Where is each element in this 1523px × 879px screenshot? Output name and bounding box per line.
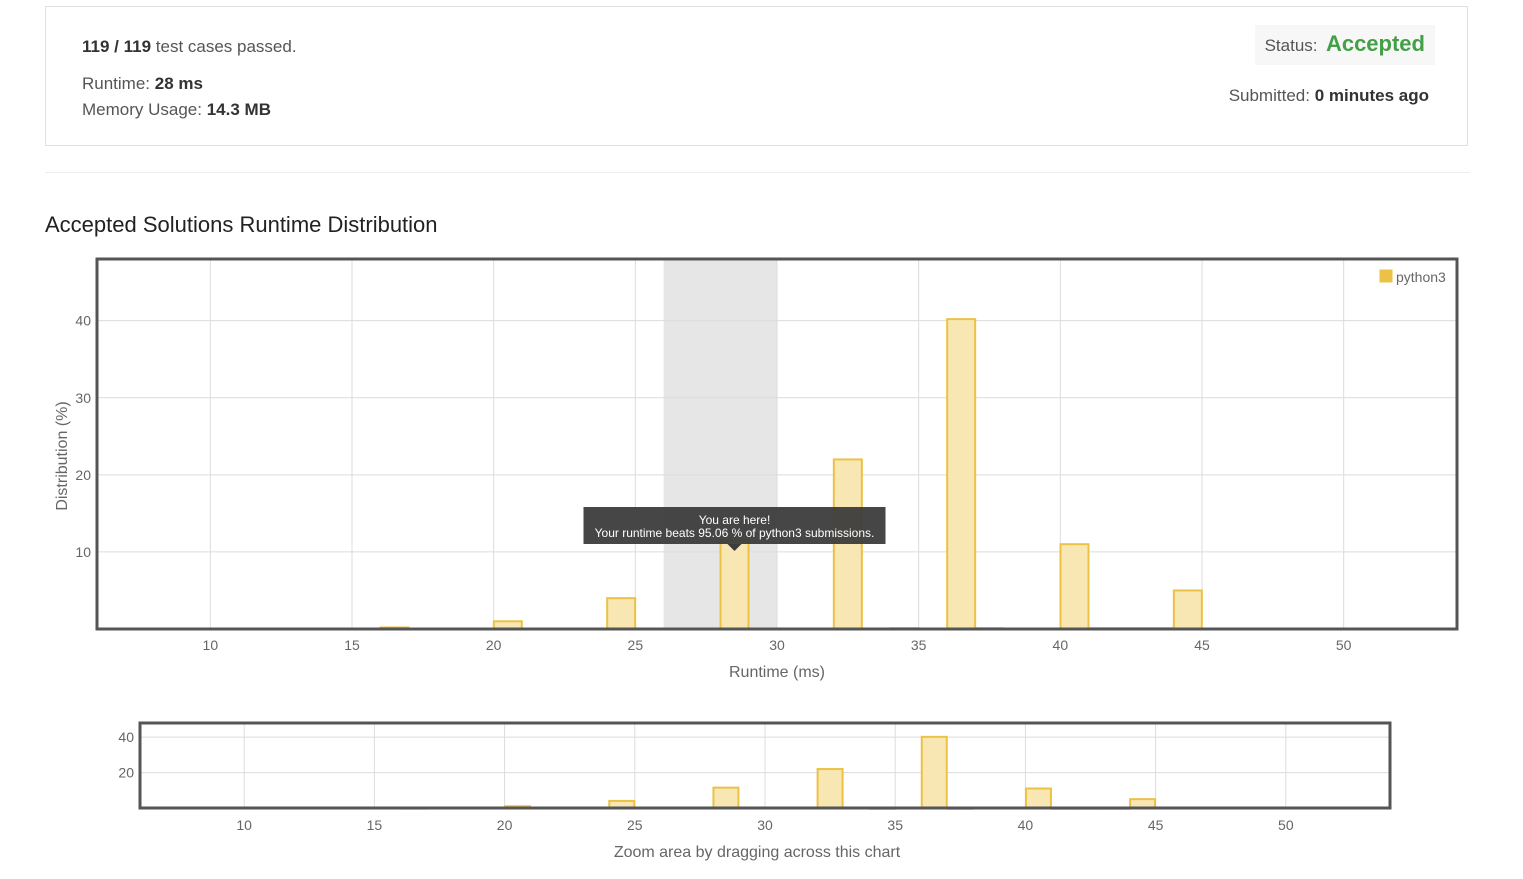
bar[interactable] bbox=[1059, 543, 1090, 630]
test-cases-row: 119 / 119 test cases passed. bbox=[82, 37, 297, 57]
y-tick-label: 20 bbox=[75, 467, 91, 483]
navigator-chart[interactable]: 10 15 20 25 30 35 40 45 50 20 40 Zoom area by dragg… bbox=[118, 721, 1392, 861]
x-tick-label: 30 bbox=[757, 817, 773, 833]
bar[interactable] bbox=[606, 597, 637, 631]
submitted-row: Submitted: 0 minutes ago bbox=[1229, 86, 1429, 106]
tooltip-pointer bbox=[727, 544, 742, 551]
bar[interactable] bbox=[816, 768, 844, 810]
plot-frame bbox=[138, 721, 1392, 810]
status-value[interactable]: Accepted bbox=[1325, 31, 1425, 56]
legend-swatch bbox=[1379, 269, 1393, 283]
bar[interactable] bbox=[1024, 787, 1052, 809]
x-tick-label: 30 bbox=[769, 637, 785, 653]
bar[interactable] bbox=[832, 458, 863, 630]
submitted-value: 0 minutes ago bbox=[1314, 86, 1429, 105]
status-badge: Status: Accepted bbox=[1254, 25, 1435, 65]
memory-value: 14.3 MB bbox=[206, 100, 271, 119]
section-divider bbox=[45, 172, 1470, 173]
memory-label: Memory Usage: bbox=[82, 100, 202, 119]
runtime-row: Runtime: 28 ms bbox=[82, 74, 203, 94]
y-tick-label: 40 bbox=[118, 729, 134, 745]
submitted-label: Submitted: bbox=[1228, 86, 1310, 105]
x-tick-label: 45 bbox=[1148, 817, 1164, 833]
y-tick-label: 30 bbox=[75, 390, 91, 406]
bar[interactable] bbox=[1172, 589, 1203, 630]
main-chart[interactable]: 10 15 20 25 30 35 40 45 50 10 20 30 40 Runtime (ms) Di… bbox=[54, 257, 1459, 681]
status-label: Status: bbox=[1264, 36, 1318, 55]
y-tick-label: 40 bbox=[75, 313, 91, 329]
x-tick-label: 50 bbox=[1336, 637, 1352, 653]
plot-frame bbox=[95, 257, 1459, 631]
x-tick-label: 50 bbox=[1278, 817, 1294, 833]
x-tick-label: 25 bbox=[627, 817, 643, 833]
bar[interactable] bbox=[920, 735, 948, 809]
x-tick-label: 20 bbox=[497, 817, 513, 833]
x-axis-label: Runtime (ms) bbox=[729, 664, 825, 681]
x-tick-label: 35 bbox=[887, 817, 903, 833]
x-tick-label: 25 bbox=[628, 637, 644, 653]
memory-row: Memory Usage: 14.3 MB bbox=[82, 100, 271, 120]
x-tick-label: 40 bbox=[1053, 637, 1069, 653]
runtime-tooltip: You are here!Your runtime beats 95.06 % … bbox=[583, 507, 886, 551]
x-tick-label: 15 bbox=[367, 817, 383, 833]
y-tick-label: 10 bbox=[75, 544, 91, 560]
y-tick-label: 20 bbox=[118, 765, 134, 781]
x-tick-label: 10 bbox=[203, 637, 219, 653]
cases-passed-label: test cases passed. bbox=[155, 37, 297, 56]
runtime-value: 28 ms bbox=[154, 74, 203, 93]
section-title: Accepted Solutions Runtime Distribution bbox=[45, 212, 438, 237]
runtime-label: Runtime: bbox=[82, 74, 151, 93]
bar[interactable] bbox=[719, 539, 750, 631]
cases-passed-count: 119 / 119 bbox=[82, 37, 152, 56]
x-axis-label: Zoom area by dragging across this chart bbox=[614, 844, 901, 861]
x-tick-label: 40 bbox=[1018, 817, 1034, 833]
bar[interactable] bbox=[712, 786, 740, 810]
x-tick-label: 35 bbox=[911, 637, 927, 653]
x-tick-label: 20 bbox=[486, 637, 502, 653]
legend-label: python3 bbox=[1396, 269, 1446, 285]
tooltip-box bbox=[583, 507, 886, 544]
x-tick-label: 15 bbox=[344, 637, 360, 653]
bar[interactable] bbox=[946, 318, 977, 630]
tooltip-line1: You are here! bbox=[699, 513, 771, 527]
x-tick-label: 10 bbox=[236, 817, 252, 833]
x-tick-label: 45 bbox=[1194, 637, 1210, 653]
y-axis-label: Distribution (%) bbox=[54, 401, 71, 510]
submission-summary: 119 / 119 test cases passed. Runtime: 28… bbox=[45, 6, 1468, 146]
tooltip-line2: Your runtime beats 95.06 % of python3 su… bbox=[595, 526, 875, 540]
